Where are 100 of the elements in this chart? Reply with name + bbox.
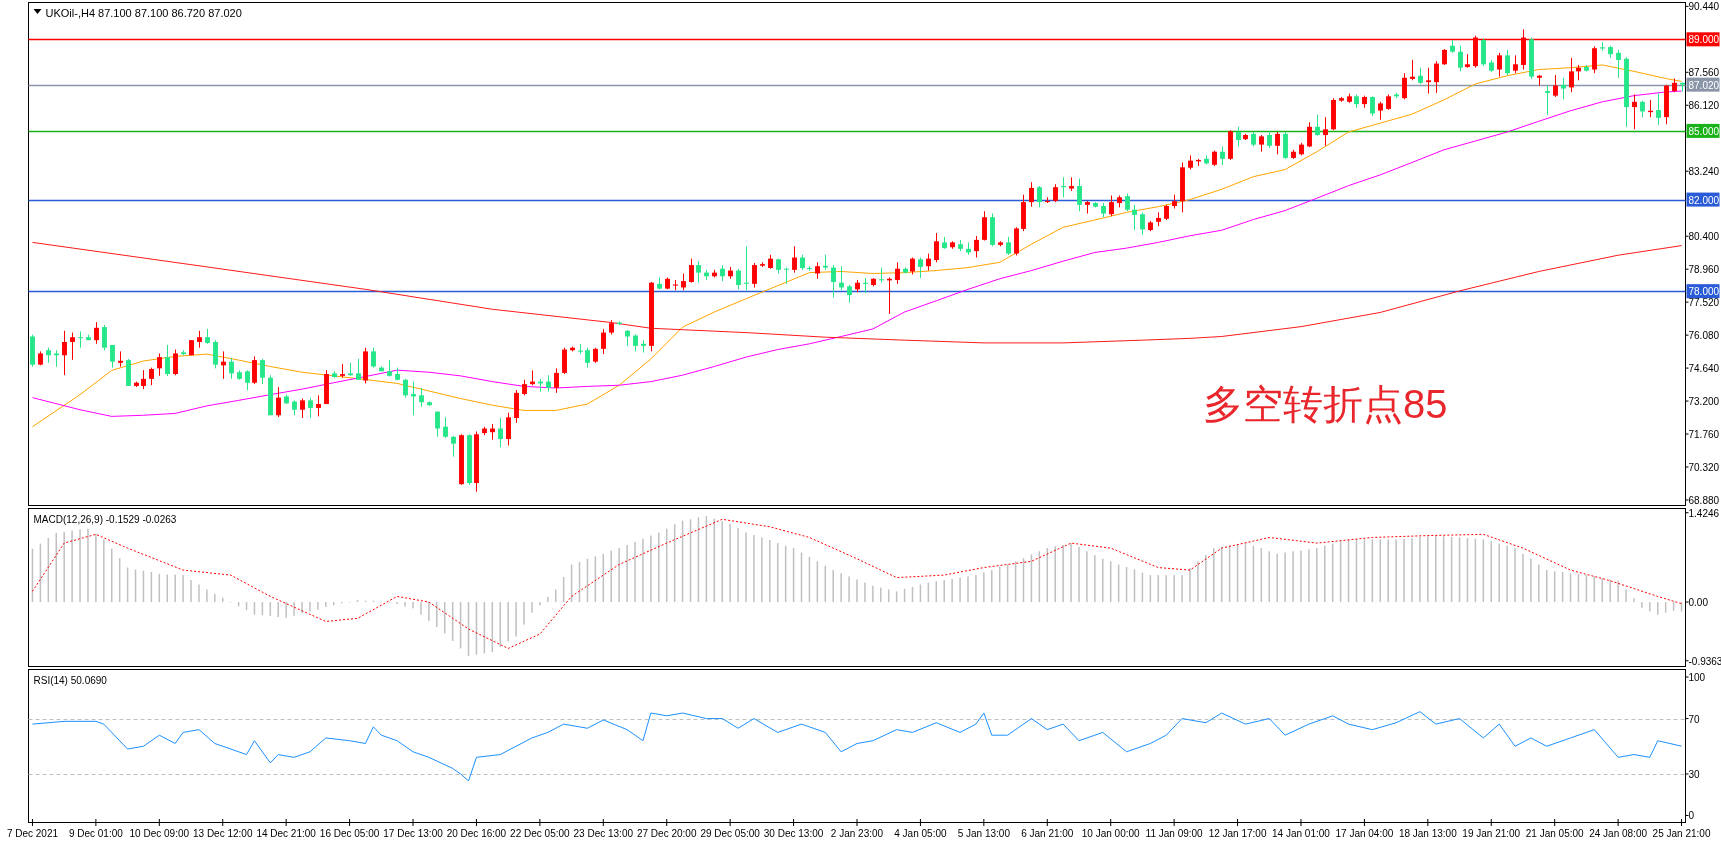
candlestick — [982, 210, 987, 242]
ref-line-label: 89.000 — [1688, 34, 1720, 46]
candlestick — [1426, 67, 1431, 95]
x-tick-label: 2 Jan 23:00 — [830, 828, 884, 839]
text: RSI(14) 50.0690 — [33, 675, 108, 686]
candlestick — [443, 416, 448, 439]
candlestick — [1410, 59, 1415, 81]
candlestick — [229, 357, 234, 380]
y-tick-label: 68.880 — [1688, 494, 1720, 506]
y-tick-label: 70.320 — [1688, 461, 1720, 473]
x-tick-label: 24 Jan 08:00 — [1589, 828, 1648, 839]
x-tick-label: 19 Jan 21:00 — [1462, 828, 1521, 839]
y-tick-label: 90.440 — [1688, 1, 1720, 13]
candlestick — [554, 367, 559, 394]
candlestick — [918, 257, 923, 279]
x-tick-label: 9 Dec 01:00 — [68, 828, 124, 839]
y-tick-label: 78.960 — [1688, 264, 1720, 276]
candlestick — [1109, 194, 1114, 217]
ref-line-label: 87.020 — [1688, 79, 1720, 91]
candlestick — [78, 330, 83, 349]
candlestick — [1632, 94, 1637, 130]
x-tick-label: 12 Jan 17:00 — [1208, 828, 1267, 839]
line-series — [31, 241, 1683, 344]
ref-line-label: 78.000 — [1688, 286, 1720, 298]
candlestick — [1220, 145, 1225, 166]
x-tick-label: 13 Dec 12:00 — [192, 828, 253, 839]
x-tick-label: 17 Dec 13:00 — [383, 828, 444, 839]
x-tick-label: 30 Dec 13:00 — [763, 828, 824, 839]
candlestick — [308, 397, 313, 419]
candlestick — [356, 358, 361, 381]
x-tick-label: 17 Jan 04:00 — [1335, 828, 1394, 839]
candlestick — [252, 355, 257, 385]
candlestick — [54, 349, 59, 368]
candlestick — [506, 412, 511, 446]
y-tick-label: 30 — [1688, 768, 1701, 780]
x-tick-label: 6 Jan 21:00 — [1021, 828, 1074, 839]
y-tick-label: 87.560 — [1688, 67, 1720, 79]
candlestick — [1569, 57, 1574, 93]
candlestick — [213, 339, 218, 369]
candlestick — [1315, 114, 1320, 137]
candlestick — [62, 330, 67, 376]
y-tick-label: 73.200 — [1688, 396, 1720, 408]
candlestick — [300, 398, 305, 419]
candlestick — [601, 328, 606, 355]
candlestick — [435, 411, 440, 438]
chart-title: UKOil-,H4 87.100 87.100 86.720 87.020 — [45, 7, 242, 19]
y-tick-label: 80.400 — [1688, 231, 1720, 243]
candlestick — [1592, 45, 1597, 74]
candlestick — [1037, 185, 1042, 208]
x-tick-label: 10 Dec 09:00 — [129, 828, 190, 839]
candlestick — [1402, 72, 1407, 100]
candlestick — [451, 435, 456, 458]
candlestick — [316, 394, 321, 417]
candlestick — [260, 358, 265, 385]
x-tick-label: 25 Jan 21:00 — [1652, 828, 1711, 839]
x-tick-label: 4 Jan 05:00 — [894, 828, 947, 839]
y-tick-label: 77.520 — [1688, 297, 1720, 309]
x-tick-label: 11 Jan 09:00 — [1145, 828, 1204, 839]
y-tick-label: 0.00 — [1688, 597, 1709, 609]
candlestick — [1616, 49, 1621, 79]
candlestick — [157, 352, 162, 377]
x-tick-label: 18 Jan 13:00 — [1398, 828, 1458, 839]
candlestick — [1545, 85, 1550, 116]
candlestick — [245, 369, 250, 391]
text: MACD(12,26,9) -0.1529 -0.0263 — [33, 514, 177, 525]
line-series — [31, 711, 1683, 782]
candlestick — [1323, 116, 1328, 147]
x-tick-label: 29 Dec 05:00 — [700, 828, 761, 839]
ref-line-label: 85.000 — [1688, 125, 1720, 137]
candlestick — [736, 268, 741, 290]
x-tick-label: 14 Jan 01:00 — [1272, 828, 1331, 839]
candlestick — [1561, 77, 1566, 100]
candlestick — [173, 349, 178, 376]
candlestick — [585, 347, 590, 369]
x-tick-label: 20 Dec 16:00 — [446, 828, 507, 839]
candlestick — [562, 347, 567, 375]
candlestick — [1236, 126, 1241, 147]
candlestick — [118, 350, 123, 368]
y-tick-label: -0.9363 — [1688, 655, 1721, 667]
candlestick — [1553, 74, 1558, 98]
candlestick — [1370, 95, 1375, 117]
candlestick — [276, 386, 281, 418]
candlestick — [1497, 52, 1502, 78]
candlestick — [165, 344, 170, 377]
candlestick — [94, 321, 99, 345]
candlestick — [498, 417, 503, 448]
candlestick — [752, 262, 757, 288]
candlestick — [784, 267, 789, 285]
x-tick-label: 5 Jan 13:00 — [957, 828, 1011, 839]
candlestick — [974, 235, 979, 259]
candlestick — [934, 232, 939, 263]
x-tick-label: 10 Jan 00:00 — [1081, 828, 1141, 839]
x-tick-label: 22 Dec 05:00 — [510, 828, 571, 839]
candlestick — [1140, 211, 1145, 236]
candlestick — [807, 265, 812, 272]
candlestick — [70, 332, 75, 361]
candlestick — [696, 260, 701, 284]
y-tick-label: 74.640 — [1688, 363, 1720, 375]
candlestick — [141, 369, 146, 390]
x-tick-label: 16 Dec 05:00 — [319, 828, 380, 839]
